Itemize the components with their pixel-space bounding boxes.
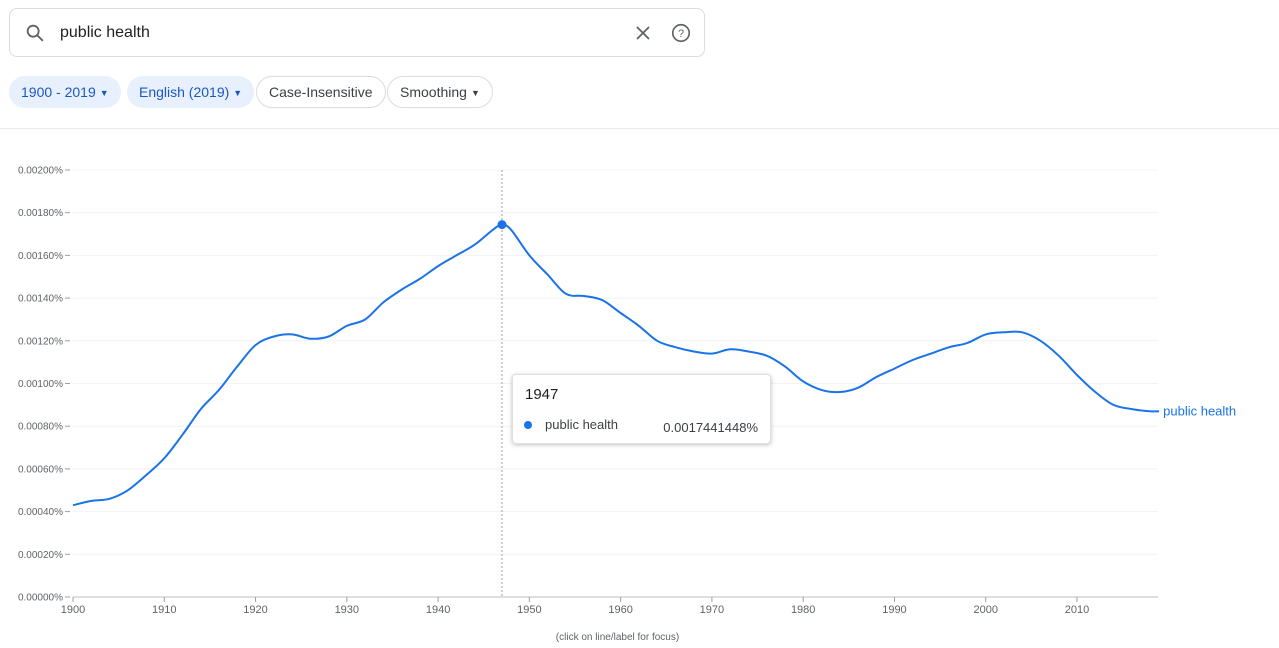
search-box[interactable]: ? [9, 8, 705, 57]
x-tick-label: 1960 [608, 604, 632, 616]
y-tick-label: 0.00100% [18, 379, 63, 390]
y-tick-label: 0.00140% [18, 294, 63, 305]
y-tick-label: 0.00020% [18, 550, 63, 561]
x-tick-label: 1950 [517, 604, 541, 616]
x-tick-label: 1980 [791, 604, 815, 616]
x-tick-label: 1920 [243, 604, 267, 616]
y-tick-label: 0.00200% [18, 166, 63, 177]
tooltip-year: 1947 [525, 386, 559, 403]
series-end-label[interactable]: public health [1163, 403, 1236, 418]
highlight-point [497, 220, 507, 230]
year-range-chip[interactable]: 1900 - 2019 ▼ [9, 76, 121, 108]
y-tick-label: 0.00160% [18, 251, 63, 262]
smoothing-label: Smoothing [400, 84, 467, 100]
search-input[interactable] [60, 21, 600, 45]
x-tick-label: 2010 [1065, 604, 1089, 616]
tooltip: 1947 public health 0.0017441448% [512, 374, 771, 444]
x-tick-label: 1930 [335, 604, 359, 616]
svg-text:?: ? [678, 28, 684, 40]
series-line[interactable] [72, 223, 1160, 507]
ngram-chart[interactable]: 0.00000% 0.00020% 0.00040% 0.00060% 0.00080%… [0, 130, 1279, 630]
corpus-chip[interactable]: English (2019) ▼ [127, 76, 255, 108]
x-tick-label: 1910 [152, 604, 176, 616]
smoothing-chip[interactable]: Smoothing ▼ [387, 76, 493, 108]
chart-footnote: (click on line/label for focus) [555, 632, 680, 643]
chevron-down-icon: ▼ [470, 88, 480, 98]
chevron-down-icon: ▼ [99, 88, 109, 98]
tooltip-series-label: public health [545, 417, 618, 432]
series-color-icon [524, 421, 532, 429]
x-tick-label: 2000 [973, 604, 997, 616]
divider [0, 128, 1279, 129]
x-tick-label: 1990 [882, 604, 906, 616]
help-icon[interactable]: ? [670, 22, 692, 44]
y-tick-label: 0.00080% [18, 422, 63, 433]
tooltip-value: 0.0017441448% [663, 420, 758, 435]
y-tick-label: 0.00040% [18, 507, 63, 518]
case-insensitive-label: Case-Insensitive [269, 84, 373, 100]
y-tick-label: 0.00120% [18, 336, 63, 347]
year-range-label: 1900 - 2019 [21, 84, 96, 100]
y-tick-label: 0.00180% [18, 208, 63, 219]
search-icon [26, 24, 44, 42]
case-insensitive-chip[interactable]: Case-Insensitive [256, 76, 386, 108]
y-tick-label: 0.00060% [18, 464, 63, 475]
y-tick-label: 0.00000% [18, 593, 63, 604]
corpus-label: English (2019) [139, 84, 230, 100]
chevron-down-icon: ▼ [233, 88, 243, 98]
close-icon[interactable] [632, 22, 654, 44]
x-tick-label: 1940 [426, 604, 450, 616]
x-tick-label: 1900 [61, 604, 85, 616]
x-tick-label: 1970 [700, 604, 724, 616]
